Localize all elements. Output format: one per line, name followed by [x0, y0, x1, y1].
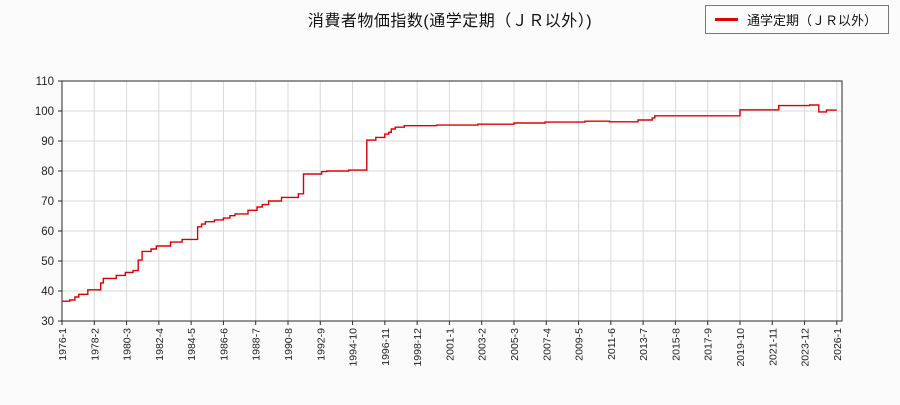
- svg-text:2021-11: 2021-11: [767, 328, 779, 366]
- svg-text:50: 50: [41, 256, 54, 268]
- svg-text:80: 80: [41, 166, 54, 178]
- svg-text:2023-12: 2023-12: [800, 328, 812, 367]
- svg-text:1986-6: 1986-6: [218, 328, 230, 361]
- svg-text:1984-5: 1984-5: [186, 328, 198, 361]
- svg-text:2017-9: 2017-9: [703, 328, 715, 361]
- svg-text:1992-9: 1992-9: [315, 328, 327, 361]
- svg-text:2015-8: 2015-8: [670, 328, 682, 361]
- svg-text:1978-2: 1978-2: [89, 328, 101, 361]
- svg-text:1996-11: 1996-11: [380, 328, 392, 366]
- svg-text:2005-3: 2005-3: [509, 328, 521, 361]
- chart-title: 消費者物価指数(通学定期（ＪＲ以外）): [307, 13, 593, 30]
- svg-text:1994-10: 1994-10: [348, 328, 360, 367]
- svg-text:2003-2: 2003-2: [477, 328, 489, 361]
- svg-text:40: 40: [41, 286, 54, 298]
- svg-text:2011-6: 2011-6: [606, 328, 618, 360]
- svg-text:1976-1: 1976-1: [57, 328, 69, 361]
- axis-ticks: [58, 80, 838, 325]
- svg-text:100: 100: [35, 106, 54, 118]
- legend-line-swatch: [714, 18, 738, 21]
- svg-text:1990-8: 1990-8: [283, 328, 295, 361]
- x-axis-labels: 1976-1 1978-2 1980-3 1982-4 1984-5 1986-6 1988…: [57, 328, 844, 367]
- svg-text:1982-4: 1982-4: [154, 328, 166, 361]
- svg-text:90: 90: [41, 136, 54, 148]
- y-axis-labels: 30 40 50 60 70 80 90 100 110: [35, 76, 54, 328]
- svg-text:1988-7: 1988-7: [251, 328, 263, 361]
- svg-text:30: 30: [41, 316, 54, 328]
- svg-text:110: 110: [36, 76, 54, 88]
- svg-text:70: 70: [41, 196, 54, 208]
- svg-text:2019-10: 2019-10: [735, 328, 747, 367]
- svg-text:2007-4: 2007-4: [541, 328, 553, 361]
- legend-label: 通学定期（ＪＲ以外）: [746, 13, 877, 28]
- svg-text:2001-1: 2001-1: [444, 328, 456, 361]
- series-line-tsugaku-teiki[interactable]: [62, 104, 837, 302]
- gridlines: [62, 81, 842, 321]
- svg-text:2026-1: 2026-1: [832, 328, 844, 361]
- svg-text:2009-5: 2009-5: [574, 328, 586, 361]
- svg-text:2013-7: 2013-7: [638, 328, 650, 361]
- svg-text:60: 60: [41, 226, 54, 238]
- svg-text:1980-3: 1980-3: [122, 328, 134, 361]
- svg-text:1998-12: 1998-12: [412, 328, 424, 367]
- legend[interactable]: 通学定期（ＪＲ以外）: [704, 5, 889, 34]
